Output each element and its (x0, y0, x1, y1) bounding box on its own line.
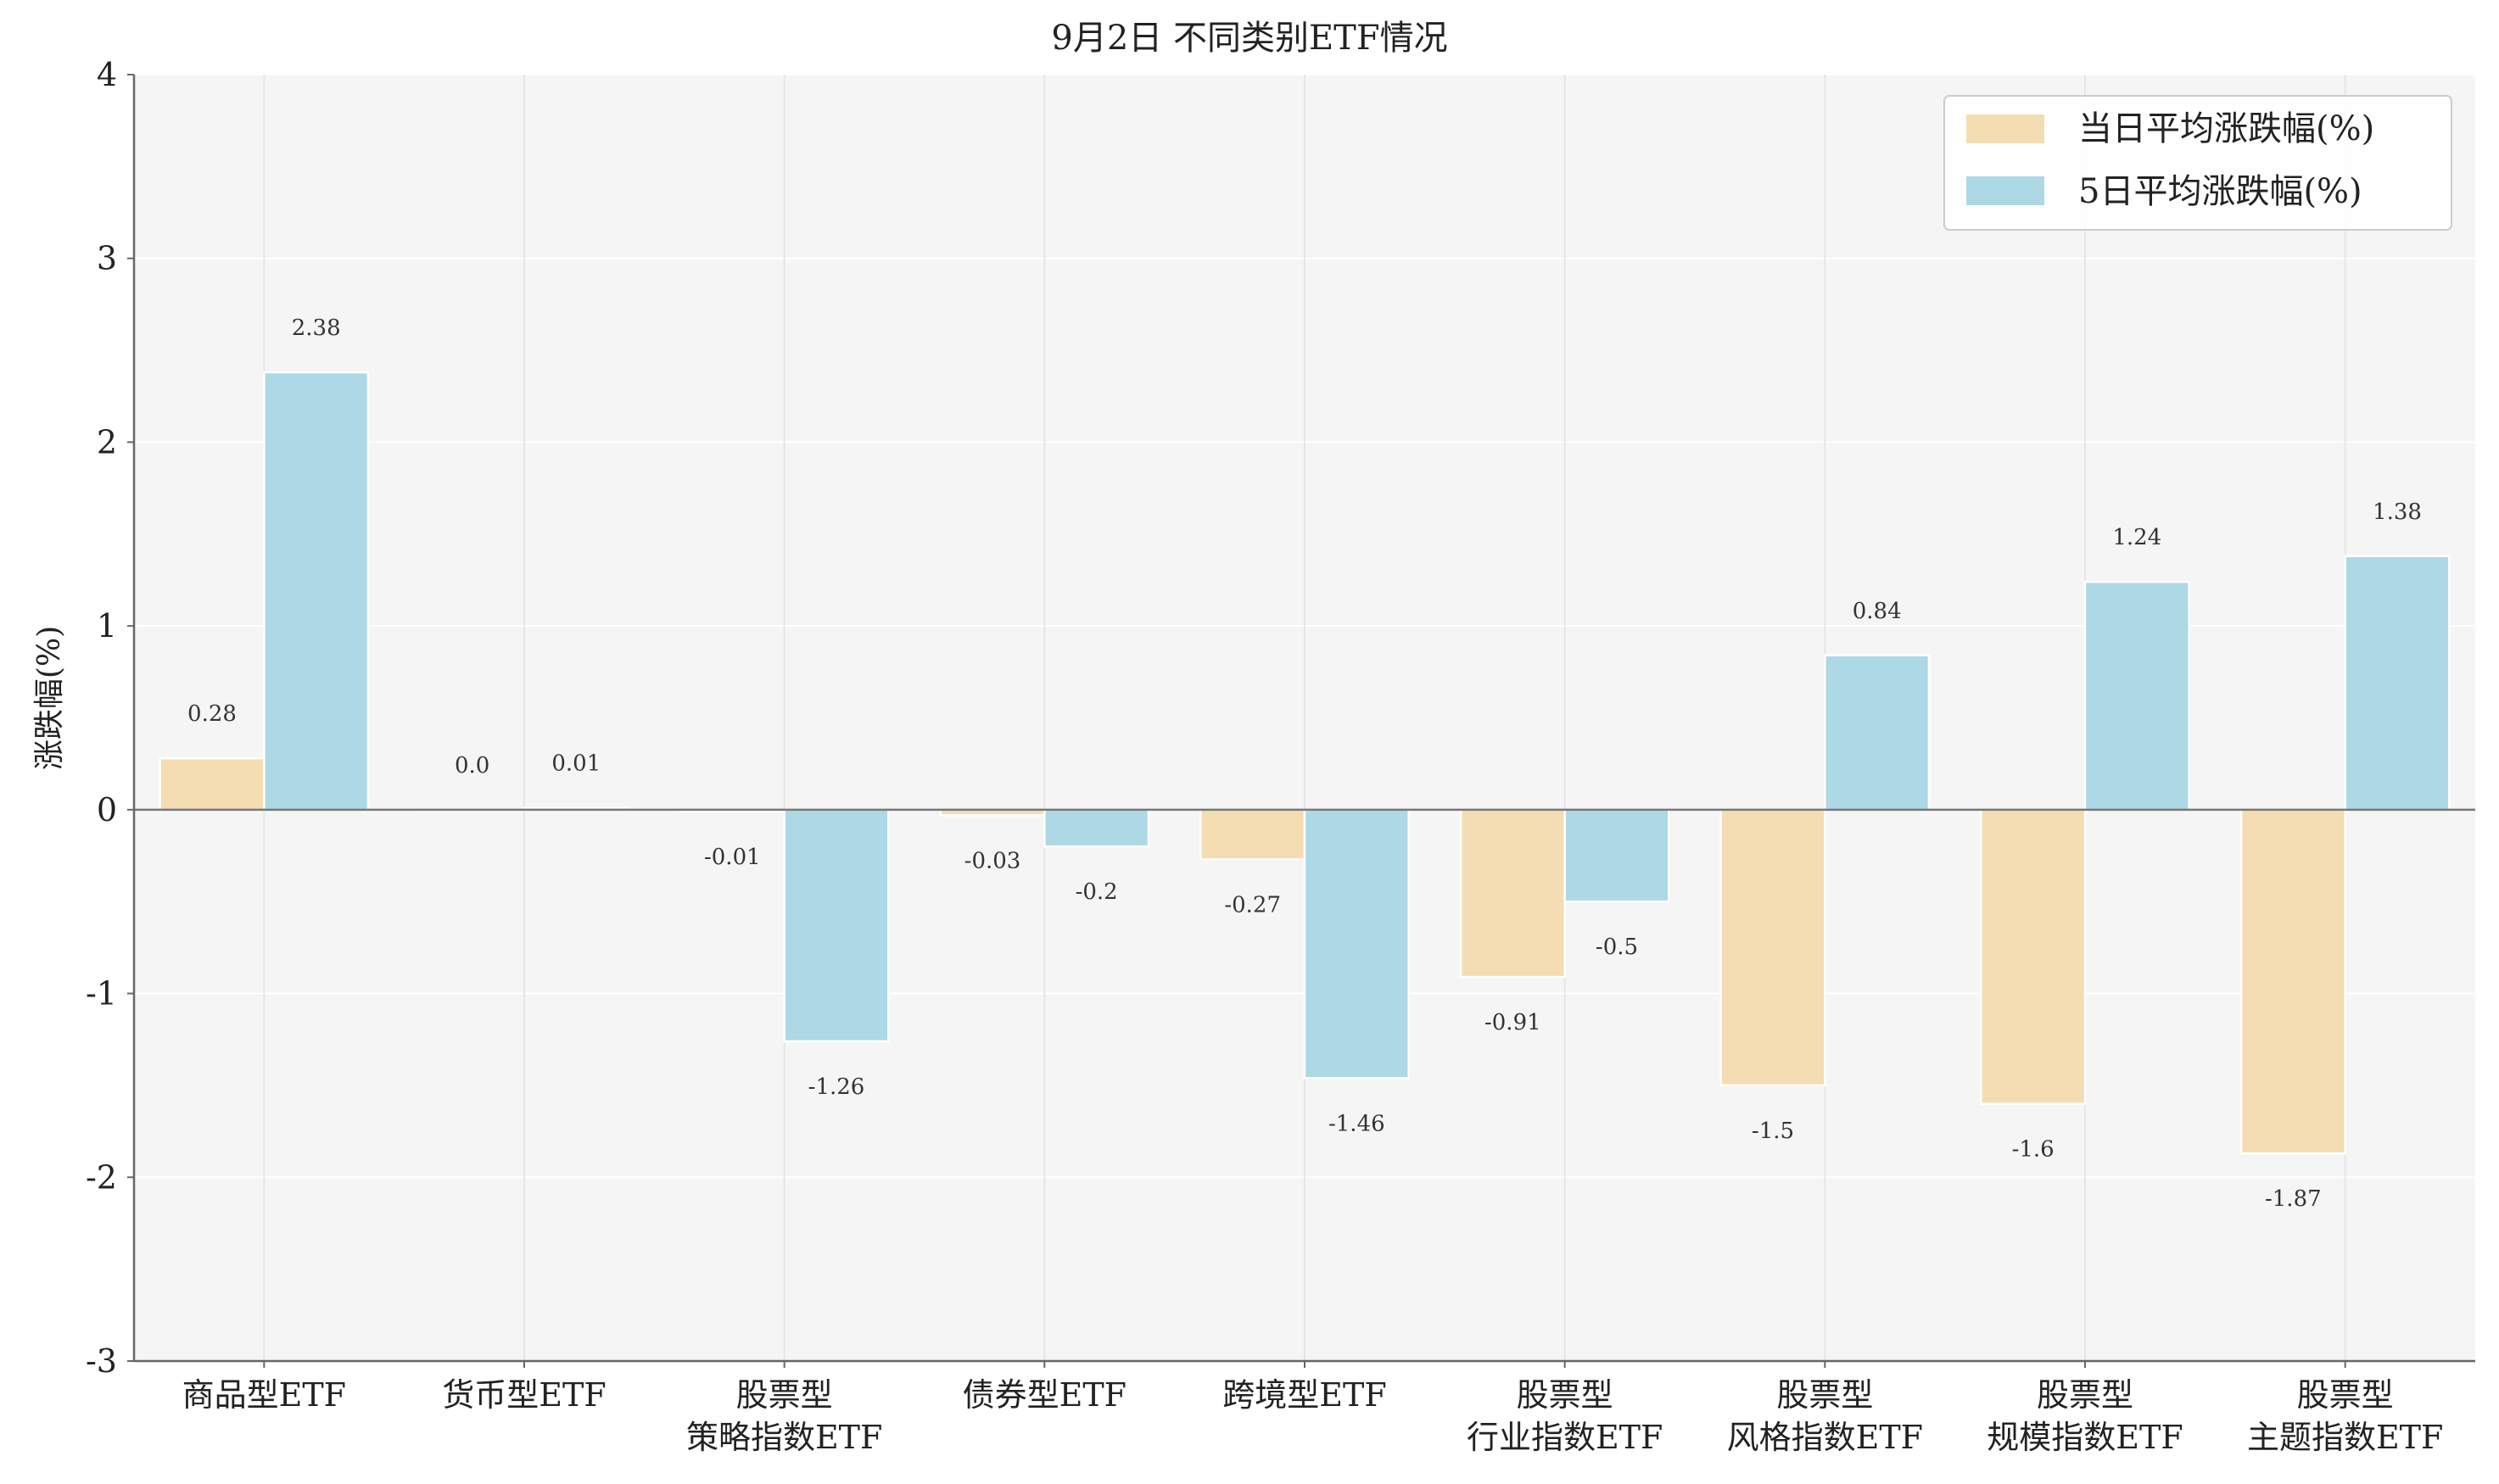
category-label-8-line-1: 主题指数ETF (2247, 1419, 2443, 1456)
data-label-daily-4: -0.27 (1224, 892, 1281, 918)
data-label-daily-0: 0.28 (187, 701, 237, 727)
category-label-5-line-0: 股票型 (1517, 1376, 1613, 1414)
bar-5day-3 (1043, 808, 1150, 848)
bar-daily-0 (159, 756, 266, 812)
data-label-daily-6: -1.5 (1752, 1119, 1794, 1144)
data-label-5day-1: 0.01 (551, 751, 601, 777)
data-label-daily-5: -0.91 (1484, 1010, 1541, 1035)
bar-daily-6 (1719, 808, 1826, 1087)
bar-layer (159, 371, 2451, 1155)
data-label-5day-8: 1.38 (2373, 499, 2422, 525)
y-tick-label: -1 (86, 975, 117, 1013)
bar-5day-4 (1303, 808, 1410, 1080)
data-label-daily-7: -1.6 (2012, 1137, 2055, 1163)
data-label-5day-0: 2.38 (292, 315, 341, 341)
category-label-8-line-0: 股票型 (2297, 1376, 2394, 1414)
category-label-6-line-0: 股票型 (1776, 1376, 1873, 1414)
data-label-5day-7: 1.24 (2112, 525, 2161, 550)
y-tick-label: 3 (97, 240, 117, 277)
y-tick-labels: -3 -2 -1 0 1 2 3 4 (86, 56, 134, 1380)
category-label-7-line-1: 规模指数ETF (1987, 1419, 2183, 1456)
bar-5day-5 (1563, 808, 1670, 903)
category-label-5-line-1: 行业指数ETF (1467, 1419, 1663, 1456)
bar-5day-8 (2344, 555, 2451, 812)
bar-5day-7 (2083, 580, 2190, 812)
y-tick-label: 0 (97, 791, 117, 828)
legend-label-daily: 当日平均涨跌幅(%) (2078, 109, 2374, 148)
category-label-7-line-0: 股票型 (2037, 1376, 2133, 1414)
data-label-daily-8: -1.87 (2265, 1186, 2322, 1212)
y-tick-label: -3 (86, 1342, 117, 1380)
bar-5day-0 (263, 371, 370, 812)
y-tick-label: 4 (97, 56, 117, 93)
bar-daily-5 (1459, 808, 1566, 979)
category-label-1-line-0: 货币型ETF (442, 1376, 606, 1414)
bar-daily-4 (1199, 808, 1306, 861)
data-label-5day-3: -0.2 (1076, 879, 1118, 905)
legend-swatch-daily (1966, 114, 2044, 143)
y-axis-label: 涨跌幅(%) (32, 626, 67, 770)
category-label-0-line-0: 商品型ETF (182, 1376, 346, 1414)
data-label-5day-2: -1.26 (808, 1074, 865, 1100)
data-label-daily-2: -0.01 (704, 845, 761, 870)
category-label-6-line-1: 风格指数ETF (1727, 1419, 1923, 1456)
data-label-daily-3: -0.03 (964, 848, 1021, 873)
data-label-daily-1: 0.0 (455, 753, 489, 778)
y-tick-label: 1 (97, 607, 117, 644)
category-label-4-line-0: 跨境型ETF (1222, 1376, 1386, 1414)
bar-daily-7 (1980, 808, 2087, 1105)
data-label-5day-4: -1.46 (1328, 1111, 1385, 1136)
label-layer: 0.28 0.0 -0.01 -0.03 -0.27 -0.91 -1.5 -1.6 -1.87… (187, 315, 2422, 1212)
legend: 当日平均涨跌幅(%) 5日平均涨跌幅(%) (1943, 95, 2452, 231)
data-label-5day-6: 0.84 (1853, 599, 1902, 624)
bar-5day-6 (1824, 654, 1931, 812)
chart-title: 9月2日 不同类别ETF情况 (1051, 19, 1447, 58)
y-tick-label: -2 (86, 1158, 117, 1196)
data-label-5day-5: -0.5 (1596, 934, 1638, 960)
y-tick-label: 2 (97, 423, 117, 460)
legend-label-5day: 5日平均涨跌幅(%) (2078, 172, 2362, 211)
category-label-3-line-0: 债券型ETF (963, 1376, 1127, 1414)
legend-swatch-5day (1966, 176, 2044, 205)
category-label-2-line-1: 策略指数ETF (686, 1419, 882, 1456)
legend-box (1943, 95, 2452, 231)
bar-5day-2 (783, 808, 890, 1043)
bar-daily-8 (2239, 808, 2346, 1155)
category-label-2-line-0: 股票型 (736, 1376, 833, 1414)
